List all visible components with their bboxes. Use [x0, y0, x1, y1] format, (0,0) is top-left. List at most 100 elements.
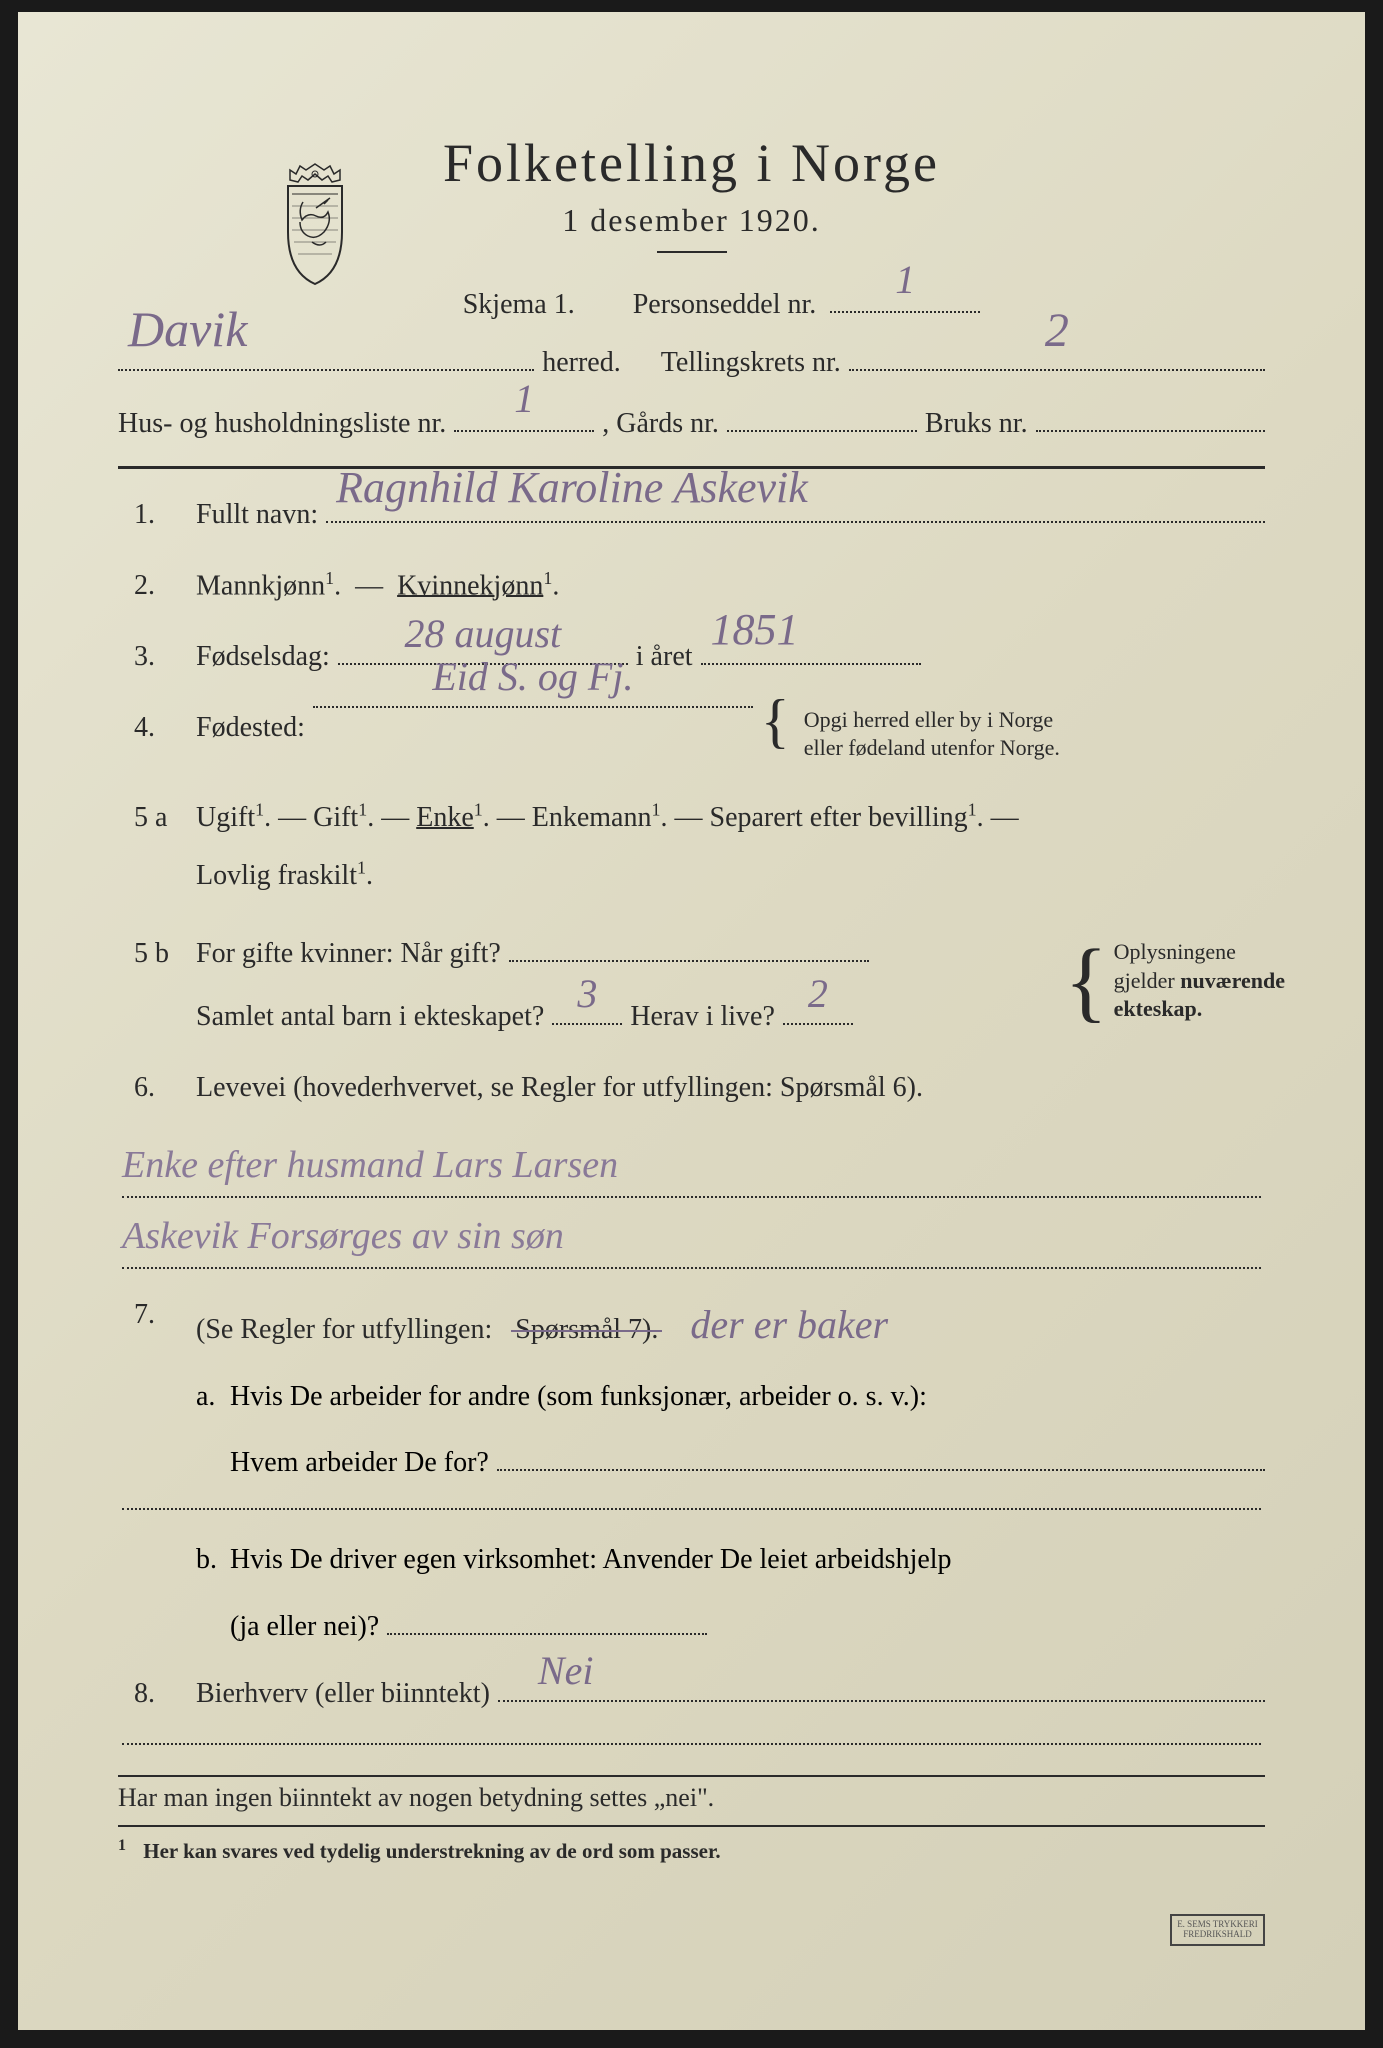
q1-num: 1.: [134, 493, 155, 538]
q3-year-field: 1851: [701, 663, 921, 665]
q1-field: Ragnhild Karoline Askevik: [326, 521, 1265, 523]
personseddel-label: Personseddel nr.: [633, 281, 817, 329]
q5b-note: Oplysningene gjelder nuværende ekteskap.: [1114, 938, 1285, 1024]
q7a-extra-line: [122, 1508, 1261, 1510]
q7-num: 7.: [134, 1293, 155, 1338]
q5a-gift: Gift: [313, 802, 358, 833]
q3-num: 3.: [134, 635, 155, 680]
q7b-row: b. Hvis De driver egen virksomhet: Anven…: [118, 1538, 1265, 1650]
crest-svg: [268, 162, 363, 287]
q5a-num: 5 a: [134, 789, 167, 848]
q5b-barn: 3: [577, 962, 597, 1026]
divider-footer: [118, 1775, 1265, 1777]
personseddel-field: 1: [830, 311, 980, 313]
bruks-field: [1036, 430, 1265, 432]
q4-brace: {: [761, 706, 790, 736]
divider-footnote: [118, 1825, 1265, 1827]
census-form-page: Folketelling i Norge 1 desember 1920. Sk…: [18, 12, 1365, 2030]
title-divider: [657, 251, 727, 253]
q5b-label2: Samlet antal barn i ekteskapet?: [196, 995, 544, 1040]
q7b-field: [387, 1633, 707, 1635]
q2-num: 2.: [134, 564, 155, 609]
herred-line: Davik herred. Tellingskrets nr. 2: [118, 339, 1265, 387]
q6-handwriting1: Enke efter husmand Lars Larsen: [122, 1137, 1261, 1198]
q7a-row: a. Hvis De arbeider for andre (som funks…: [118, 1375, 1265, 1487]
q7b-line2: (ja eller nei)?: [230, 1605, 379, 1650]
husliste-label: Hus- og husholdningsliste nr.: [118, 400, 446, 448]
q5b-herav-label: Herav i live?: [630, 995, 775, 1040]
herred-label: herred.: [542, 339, 621, 387]
q5a-separert: Separert efter bevilling: [710, 802, 968, 833]
footnote-mark: 1: [118, 1837, 126, 1854]
q5b-row: 5 b For gifte kvinner: Når gift? Samlet …: [118, 932, 1265, 1040]
q7a-line2: Hvem arbeider De for?: [230, 1441, 489, 1486]
q7b-line1: Hvis De driver egen virksomhet: Anvender…: [230, 1544, 952, 1575]
q7-row: 7. (Se Regler for utfyllingen: Spørsmål …: [118, 1293, 1265, 1357]
q4-note1: Opgi herred eller by i Norge: [804, 707, 1053, 732]
personseddel-value: 1: [895, 246, 915, 314]
husliste-field: 1: [454, 430, 594, 432]
husliste-line: Hus- og husholdningsliste nr. 1 , Gårds …: [118, 400, 1265, 448]
footer-instruction: Har man ingen biinntekt av nogen betydni…: [118, 1783, 1265, 1813]
q4-value: Eid S. og Fj.: [432, 645, 633, 709]
q1-row: 1. Fullt navn: Ragnhild Karoline Askevik: [118, 493, 1265, 538]
q4-label: Fødested:: [196, 706, 305, 751]
q5a-lovlig: Lovlig fraskilt: [196, 860, 357, 891]
q5a-enkemann: Enkemann: [532, 802, 652, 833]
gards-field: [727, 430, 917, 432]
q5b-num: 5 b: [134, 932, 169, 977]
tellingskrets-label: Tellingskrets nr.: [661, 339, 841, 387]
skjema-line: Skjema 1. Personseddel nr. 1: [298, 281, 1145, 329]
footnote-text: Her kan svares ved tydelig understreknin…: [143, 1839, 720, 1863]
q7-hw-extra: der er baker: [690, 1293, 888, 1357]
q2-sup1: 1: [325, 568, 334, 588]
q6-label: Levevei (hovederhvervet, se Regler for u…: [196, 1072, 923, 1103]
q7a-letter: a.: [196, 1375, 215, 1420]
q7-label: (Se Regler for utfyllingen:: [196, 1308, 492, 1353]
coat-of-arms-crest: [268, 162, 363, 287]
q7a-field: [497, 1469, 1265, 1471]
q2-mann: Mannkjønn: [196, 570, 325, 601]
q5b-note3: ekteskap.: [1114, 996, 1203, 1021]
q7-crossed: Spørsmål 7).: [515, 1308, 658, 1353]
tellingskrets-value: 2: [1045, 290, 1069, 372]
q3-row: 3. Fødselsdag: 28 august i året 1851: [118, 635, 1265, 680]
q5b-label1: For gifte kvinner: Når gift?: [196, 932, 501, 977]
q5a-ugift: Ugift: [196, 802, 255, 833]
q5b-note1: Oplysningene: [1114, 939, 1236, 964]
q1-label: Fullt navn:: [196, 493, 318, 538]
q4-note2: eller fødeland utenfor Norge.: [804, 735, 1060, 760]
q5b-note2: gjelder nuværende: [1114, 968, 1285, 993]
printer-stamp: E. SEMS TRYKKERIFREDRIKSHALD: [1170, 1914, 1265, 1946]
q8-num: 8.: [134, 1672, 155, 1717]
q3-year: 1851: [711, 595, 799, 665]
q5b-herav-field: 2: [783, 1023, 853, 1025]
q4-field: Eid S. og Fj.: [313, 706, 753, 708]
q8-field: Nei: [498, 1700, 1265, 1702]
q6-row: 6. Levevei (hovederhvervet, se Regler fo…: [118, 1066, 1265, 1111]
q4-num: 4.: [134, 706, 155, 751]
q6-handwriting2: Askevik Forsørges av sin søn: [122, 1208, 1261, 1269]
footnote-line: 1 Her kan svares ved tydelig understrekn…: [118, 1837, 1265, 1864]
tellingskrets-field: 2: [849, 369, 1265, 371]
gards-label: , Gårds nr.: [602, 400, 719, 448]
q5b-herav: 2: [808, 962, 828, 1026]
q7a-line1: Hvis De arbeider for andre (som funksjon…: [230, 1381, 927, 1412]
q1-value: Ragnhild Karoline Askevik: [336, 453, 808, 523]
herred-value: Davik: [128, 287, 247, 372]
q7b-letter: b.: [196, 1538, 217, 1583]
q8-label: Bierhverv (eller biinntekt): [196, 1672, 490, 1717]
husliste-value: 1: [514, 365, 534, 433]
q8-extra-line: [122, 1743, 1261, 1745]
q5b-brace: {: [1064, 959, 1107, 1004]
q4-note: Opgi herred eller by i Norge eller fødel…: [804, 706, 1060, 763]
q3-label: Fødselsdag:: [196, 635, 330, 680]
skjema-label: Skjema 1.: [463, 281, 575, 329]
herred-field: Davik: [118, 369, 534, 371]
q8-row: 8. Bierhverv (eller biinntekt) Nei: [118, 1672, 1265, 1717]
q2-row: 2. Mannkjønn1. — Kvinnekjønn1.: [118, 564, 1265, 609]
q5a-row: 5 a Ugift1. — Gift1. — Enke1. — Enkemann…: [118, 789, 1265, 907]
q8-value: Nei: [538, 1639, 594, 1703]
q6-num: 6.: [134, 1066, 155, 1111]
q5b-barn-field: 3: [552, 1023, 622, 1025]
